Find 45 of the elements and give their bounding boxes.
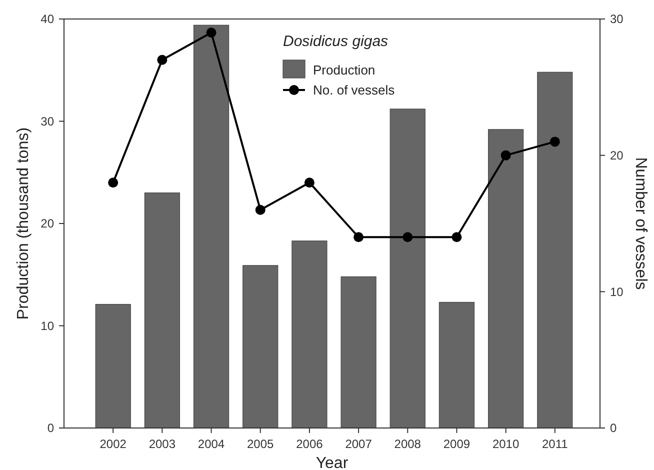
x-tick-label: 2004 bbox=[198, 437, 225, 451]
bar bbox=[438, 302, 475, 428]
point bbox=[550, 136, 560, 147]
legend-title: Dosidicus gigas bbox=[283, 33, 389, 50]
y2-axis-title: Number of vessels bbox=[632, 157, 649, 290]
bar bbox=[537, 72, 573, 428]
point bbox=[452, 232, 462, 242]
point bbox=[108, 178, 118, 188]
x-tick-label: 2011 bbox=[542, 437, 568, 451]
y-tick-label: 30 bbox=[40, 114, 54, 128]
y-tick-label: 10 bbox=[40, 318, 54, 333]
x-tick-label: 2003 bbox=[148, 437, 176, 451]
y2-tick-label: 20 bbox=[610, 148, 624, 163]
point bbox=[500, 150, 511, 160]
bar bbox=[292, 240, 328, 428]
bar bbox=[340, 276, 376, 428]
y2-tick-label: 10 bbox=[610, 284, 624, 299]
bar bbox=[95, 304, 131, 428]
x-tick-label: 2008 bbox=[394, 437, 422, 451]
y-tick-label: 20 bbox=[40, 216, 54, 231]
bar bbox=[144, 192, 180, 428]
y-axis-title: Production (thousand tons) bbox=[15, 127, 32, 320]
point bbox=[354, 232, 364, 242]
bar bbox=[390, 108, 426, 428]
legend-label: Production bbox=[313, 62, 376, 78]
bar bbox=[242, 265, 278, 428]
x-tick-label: 2010 bbox=[492, 437, 520, 451]
bar bbox=[488, 129, 524, 428]
legend-label: No. of vessels bbox=[313, 82, 396, 98]
y-tick-label: 40 bbox=[40, 12, 54, 26]
point bbox=[255, 204, 266, 215]
x-tick-label: 2007 bbox=[345, 437, 372, 451]
y2-tick-label: 0 bbox=[610, 421, 617, 436]
x-tick-label: 2006 bbox=[296, 437, 324, 451]
point bbox=[157, 54, 168, 65]
point bbox=[402, 232, 413, 242]
x-axis-title: Year bbox=[316, 455, 349, 470]
bar bbox=[193, 24, 230, 428]
x-tick-label: 2002 bbox=[100, 437, 127, 451]
y2-tick-label: 30 bbox=[610, 12, 624, 26]
point bbox=[206, 28, 216, 38]
x-tick-label: 2005 bbox=[247, 437, 274, 451]
y-tick-label: 0 bbox=[47, 421, 54, 436]
point bbox=[304, 178, 314, 188]
x-tick-label: 2009 bbox=[443, 437, 470, 451]
